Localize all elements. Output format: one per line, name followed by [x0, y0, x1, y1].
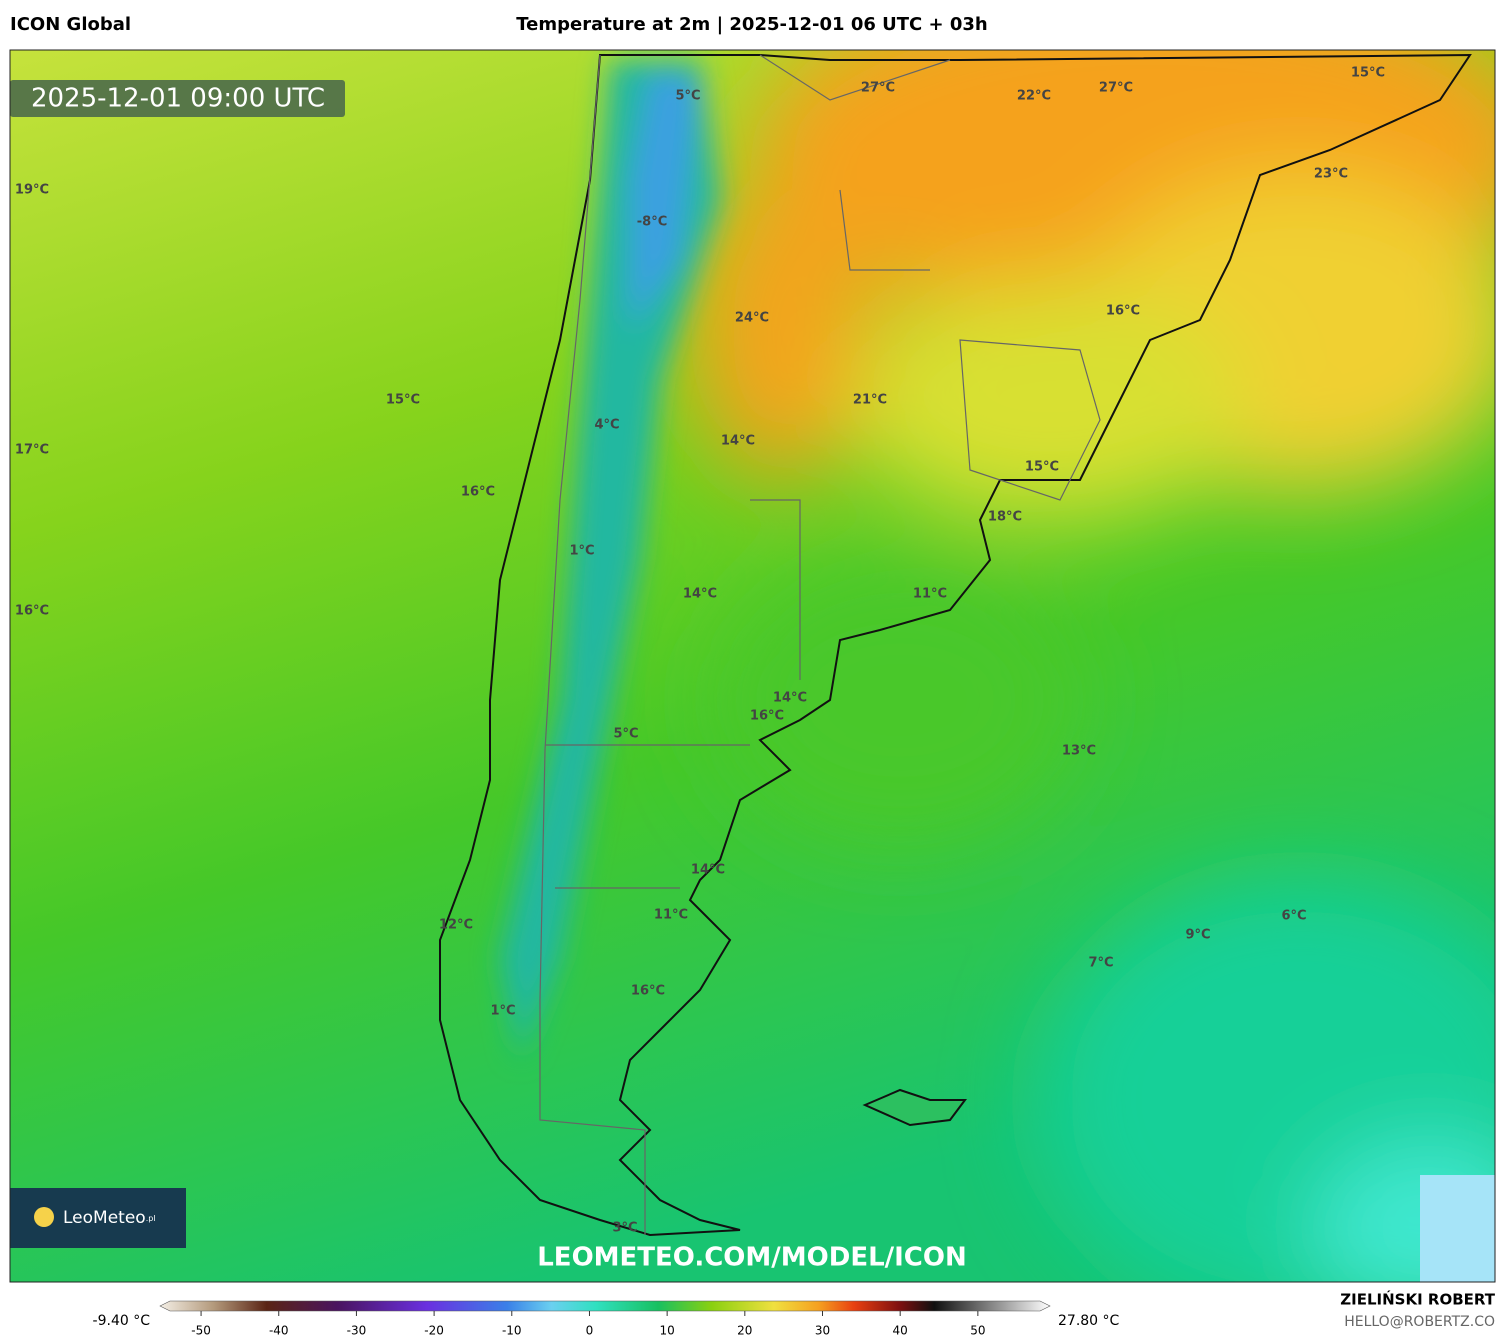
colorbar	[159, 1300, 1051, 1312]
colorbar-tick-label: 0	[586, 1324, 594, 1338]
colorbar-tick-label: 40	[893, 1324, 908, 1338]
colorbar-tick-label: 10	[660, 1324, 675, 1338]
temperature-label: 14°C	[773, 691, 807, 706]
temperature-label: 5°C	[675, 89, 700, 104]
temperature-label: 7°C	[1088, 956, 1113, 971]
colorbar-tick-label: -30	[347, 1324, 367, 1338]
timestamp: 2025-12-01 09:00 UTC	[31, 84, 325, 114]
colorbar-tick-label: -40	[269, 1324, 289, 1338]
temperature-label: 14°C	[691, 863, 725, 878]
temperature-label: 14°C	[721, 434, 755, 449]
temperature-label: 14°C	[683, 587, 717, 602]
colorbar-max: 27.80 °C	[1058, 1313, 1120, 1329]
logo-suffix: .pl	[146, 1214, 156, 1223]
colorbar-min: -9.40 °C	[93, 1313, 151, 1329]
temperature-label: 16°C	[1106, 304, 1140, 319]
temperature-label: 4°C	[594, 418, 619, 433]
temperature-label: 27°C	[1099, 81, 1133, 96]
map: 27°C 22°C 27°C 15°C 5°C 23°C 19°C -8°C 24°C 16°C 1…	[10, 50, 1495, 1282]
temperature-label: 15°C	[386, 393, 420, 408]
map-title: Temperature at 2m | 2025-12-01 06 UTC + …	[516, 14, 987, 35]
temperature-label: 21°C	[853, 393, 887, 408]
temperature-label: 5°C	[613, 727, 638, 742]
temperature-label: 3°C	[612, 1221, 637, 1236]
colorbar-tick-label: -20	[424, 1324, 444, 1338]
temperature-label: 19°C	[15, 183, 49, 198]
colorbar-tick-label: -10	[502, 1324, 522, 1338]
email: HELLO@ROBERTZ.CO	[1344, 1314, 1495, 1330]
temperature-label: 16°C	[461, 485, 495, 500]
colorbar-tick-label: 50	[970, 1324, 985, 1338]
temperature-label: 17°C	[15, 443, 49, 458]
colorbar-tick-label: 20	[737, 1324, 752, 1338]
temperature-label: 16°C	[15, 604, 49, 619]
temperature-label: 12°C	[439, 918, 473, 933]
temperature-label: 15°C	[1025, 460, 1059, 475]
temperature-label: 11°C	[654, 908, 688, 923]
temperature-label: 11°C	[913, 587, 947, 602]
temperature-label: 15°C	[1351, 66, 1385, 81]
temperature-label: -8°C	[637, 215, 667, 230]
temperature-label: 1°C	[569, 544, 594, 559]
temperature-label: 6°C	[1281, 909, 1306, 924]
temperature-label: 27°C	[861, 81, 895, 96]
temperature-label: 18°C	[988, 510, 1022, 525]
colorbar-tick-label: 30	[815, 1324, 830, 1338]
temperature-label: 22°C	[1017, 89, 1051, 104]
watermark: LEOMETEO.COM/MODEL/ICON	[537, 1243, 967, 1273]
colorbar-tick-label: -50	[191, 1324, 211, 1338]
model-name: ICON Global	[10, 14, 131, 35]
temperature-label: 24°C	[735, 311, 769, 326]
temperature-label: 1°C	[490, 1004, 515, 1019]
temperature-label: 13°C	[1062, 744, 1096, 759]
temperature-label: 9°C	[1185, 928, 1210, 943]
temperature-label: 16°C	[750, 709, 784, 724]
map-frame	[9, 49, 1496, 1283]
author: ZIELIŃSKI ROBERT	[1340, 1290, 1495, 1309]
logo-name: LeoMeteo	[63, 1208, 146, 1228]
temperature-label: 16°C	[631, 984, 665, 999]
logo: LeoMeteo.pl	[63, 1208, 156, 1228]
temperature-label: 23°C	[1314, 167, 1348, 182]
